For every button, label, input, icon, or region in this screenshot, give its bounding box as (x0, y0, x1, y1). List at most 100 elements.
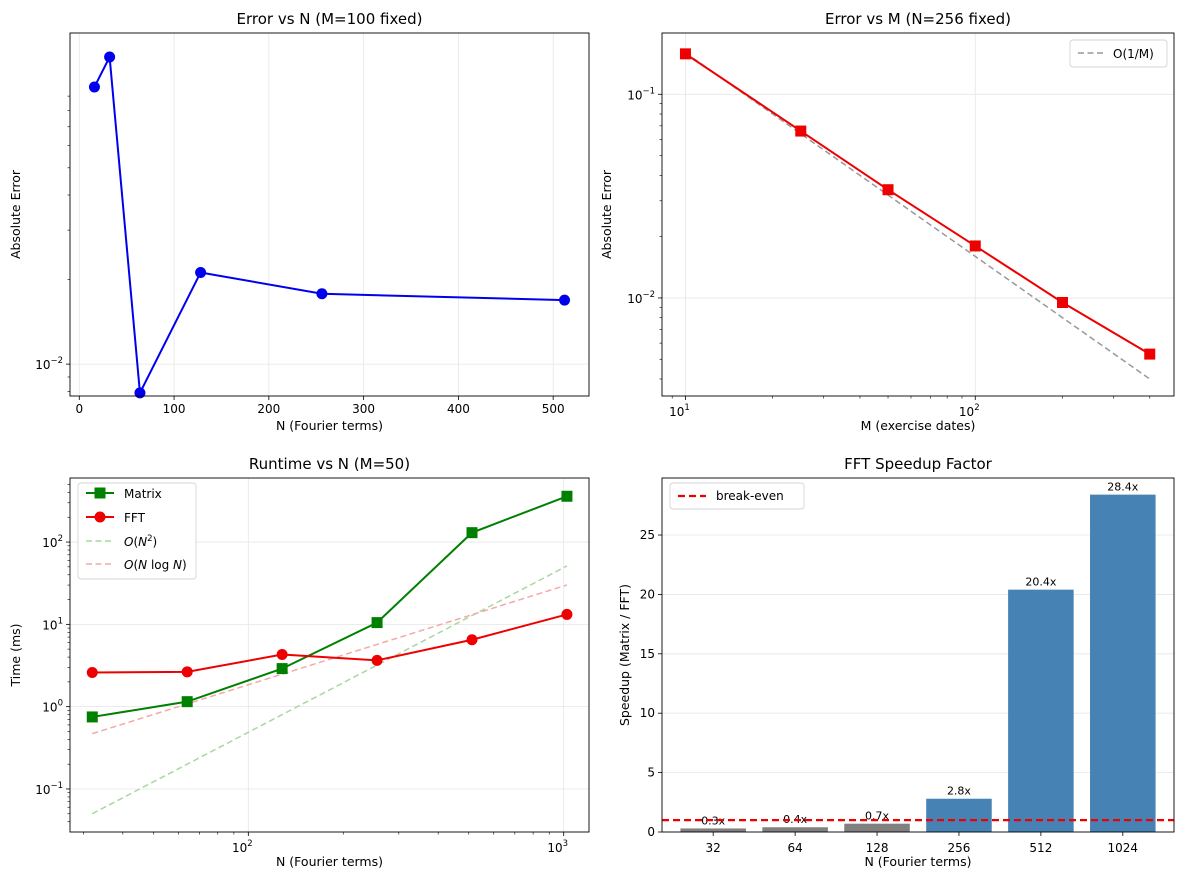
x-tick-label: 300 (352, 402, 375, 416)
fft-point (466, 634, 478, 646)
error-line (684, 53, 1151, 355)
axes-frame (661, 477, 1175, 833)
fft-point (86, 667, 98, 679)
error-point (679, 48, 691, 60)
error-point (969, 240, 981, 252)
x-tick-label: 0 (75, 402, 83, 416)
matrix-point (276, 663, 288, 675)
error-point (134, 387, 146, 399)
chart-error-vs-m: 101 102 10−2 10−1 Error vs M (N=256 fixed) M … (599, 10, 1175, 433)
y-axis-label: Absolute Error (599, 169, 614, 259)
legend: Matrix FFT O(N2) O(N log N) (77, 482, 197, 580)
bar-256 (926, 798, 992, 832)
y-tick-label: 101 (42, 616, 63, 632)
x-tick-label: 200 (257, 402, 280, 416)
y-tick-label: 5 (647, 766, 655, 780)
bar-value-label: 2.8x (947, 785, 971, 798)
error-point (559, 294, 571, 306)
legend: O(1/M) (1069, 39, 1168, 68)
y-tick-label: 10−1 (35, 781, 63, 797)
x-tick-label: 512 (1029, 841, 1052, 855)
legend-frame (1069, 39, 1168, 68)
x-tick-label: 103 (547, 839, 568, 855)
x-axis-label: M (exercise dates) (861, 418, 976, 433)
fft-point (276, 649, 288, 661)
x-axis-label: N (Fourier terms) (864, 854, 971, 869)
chart-title: Runtime vs N (M=50) (249, 455, 410, 473)
x-tick-label: 101 (669, 403, 690, 419)
error-point (316, 288, 328, 300)
bar-1024 (1090, 494, 1156, 832)
x-tick-label: 256 (948, 841, 971, 855)
y-tick-label: 20 (640, 587, 655, 601)
matrix-point (86, 711, 98, 723)
x-tick-label: 400 (447, 402, 470, 416)
error-line (93, 53, 565, 397)
y-tick-label: 10−2 (627, 290, 655, 306)
matrix-point (466, 527, 478, 539)
bar-value-label: 20.4x (1025, 576, 1056, 589)
y-axis-label: Speedup (Matrix / FFT) (617, 584, 632, 726)
fft-point (561, 608, 573, 620)
x-axis-label: N (Fourier terms) (276, 854, 383, 869)
legend-frame (669, 482, 805, 510)
bar-128 (844, 823, 910, 832)
y-axis-label: Absolute Error (8, 169, 23, 259)
x-tick-label: 32 (706, 841, 721, 855)
chart-title: Error vs M (N=256 fixed) (825, 10, 1011, 28)
axes-frame (661, 32, 1175, 397)
legend: break-even (669, 482, 805, 510)
error-point (882, 184, 894, 196)
bar-32 (680, 828, 746, 832)
fft-line (92, 613, 568, 674)
legend-label-matrix: Matrix (124, 487, 162, 501)
bar-value-label: 28.4x (1107, 481, 1138, 494)
y-tick-label: 10−1 (627, 86, 655, 102)
chart-runtime-vs-n: 102 103 10−1 100 101 102 Runtime vs N (M=50) N … (8, 455, 590, 869)
legend-marker-fft (94, 511, 106, 523)
o-n-2-line (91, 565, 568, 815)
matrix-point (561, 490, 573, 502)
fft-point (181, 666, 193, 678)
x-tick-label: 64 (787, 841, 802, 855)
y-tick-label: 10 (640, 706, 655, 720)
legend-label-o-n2: O(N2) (124, 534, 157, 549)
bar-512 (1008, 589, 1074, 832)
matrix-line (92, 495, 568, 718)
x-tick-label: 1024 (1108, 841, 1139, 855)
y-tick-label: 25 (640, 528, 655, 542)
x-tick-label: 102 (232, 839, 253, 855)
fft-point (371, 654, 383, 666)
o-n-log-n-line (92, 584, 568, 735)
legend-label-break-even: break-even (716, 489, 784, 503)
y-tick-label: 100 (42, 699, 63, 715)
legend-frame (77, 482, 197, 580)
error-point (1057, 296, 1069, 308)
x-tick-label: 128 (866, 841, 889, 855)
chart-fft-speedup: 05101520250.3x320.4x640.7x1282.8x25620.4… (617, 455, 1175, 869)
error-point (104, 51, 116, 63)
bar-value-label: 0.3x (701, 814, 725, 827)
legend-label-fft: FFT (124, 511, 146, 525)
x-tick-label: 102 (959, 403, 980, 419)
matrix-point (371, 617, 383, 629)
y-tick-label: 15 (640, 647, 655, 661)
chart-error-vs-n: 0 100 200 300 400 500 10−2 Error vs N (M=100 fi… (8, 10, 590, 433)
chart-title: Error vs N (M=100 fixed) (236, 10, 422, 28)
y-axis-label: Time (ms) (8, 623, 23, 687)
matrix-point (181, 696, 193, 708)
legend-label-o-1-m: O(1/M) (1113, 47, 1154, 61)
axes-frame (69, 32, 590, 397)
chart-title: FFT Speedup Factor (844, 455, 992, 473)
y-tick-label: 102 (42, 534, 63, 550)
x-tick-label: 100 (163, 402, 186, 416)
error-point (795, 125, 807, 137)
bar-64 (762, 827, 828, 832)
legend-marker-matrix (94, 487, 106, 499)
error-point (195, 266, 207, 278)
axes-frame (69, 477, 590, 833)
legend-label-o-nlogn: O(N log N) (124, 558, 187, 572)
error-point (1144, 348, 1156, 360)
y-tick-label: 0 (647, 825, 655, 839)
